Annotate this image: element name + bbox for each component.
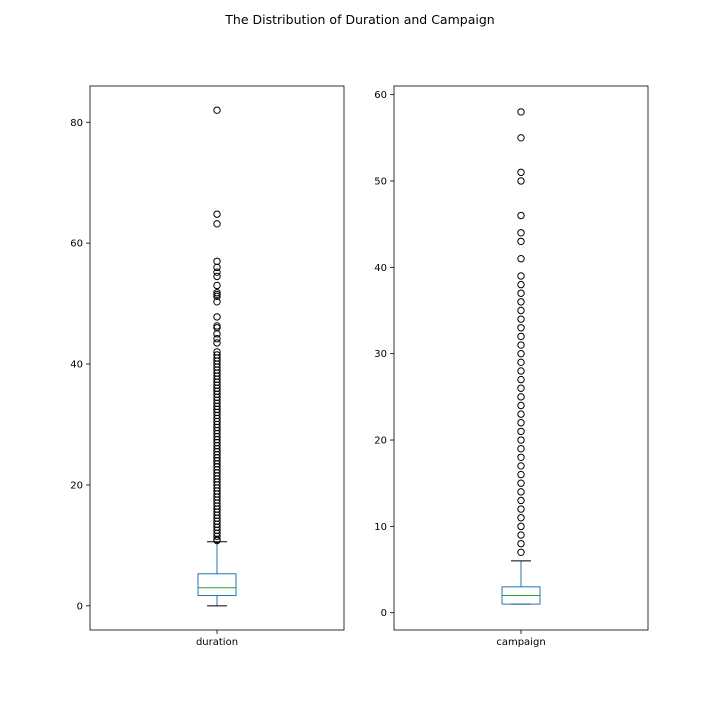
campaign-outlier-point <box>517 358 525 367</box>
campaign-outlier-point <box>517 462 525 470</box>
duration-outlier-point <box>213 298 221 306</box>
duration-ytick-label: 80 <box>70 118 83 129</box>
duration-ytick-label: 0 <box>77 601 83 612</box>
campaign-outlier-point <box>517 324 525 332</box>
duration-outlier-point <box>213 313 221 321</box>
campaign-outlier-point <box>517 479 525 487</box>
campaign-ytick-label: 40 <box>374 263 387 274</box>
campaign-outlier-point <box>517 375 525 384</box>
campaign-outlier-point <box>517 177 525 185</box>
campaign-outlier-point <box>517 401 525 410</box>
campaign-panel: 0 10 20 30 40 50 60 campaign <box>374 85 649 648</box>
campaign-outlier-point <box>517 332 525 341</box>
campaign-outlier-point <box>517 229 525 237</box>
duration-outlier-point <box>213 532 221 541</box>
campaign-outlier-point <box>517 410 525 418</box>
duration-outlier-point <box>213 339 221 347</box>
duration-xtick-label: duration <box>196 637 238 648</box>
campaign-outlier-point <box>517 315 525 323</box>
duration-outlier-point <box>213 330 221 338</box>
campaign-outlier-point <box>517 341 525 349</box>
campaign-axes-frame <box>393 85 649 631</box>
campaign-outlier-point <box>517 306 525 315</box>
campaign-outlier-point <box>517 134 525 142</box>
campaign-outlier-point <box>517 254 525 263</box>
duration-outlier-point <box>213 334 221 343</box>
duration-ytick-label: 20 <box>70 480 83 491</box>
campaign-outlier-point <box>517 393 525 401</box>
duration-outlier-point <box>213 257 221 265</box>
campaign-outlier-point <box>517 349 525 358</box>
duration-outlier-point <box>213 292 221 301</box>
campaign-outlier-point <box>517 427 525 436</box>
campaign-outlier-point <box>517 531 525 539</box>
campaign-ytick-label: 60 <box>374 90 387 101</box>
duration-outlier-point <box>213 268 221 276</box>
campaign-outlier-point <box>517 436 525 444</box>
campaign-ytick-label: 10 <box>374 522 387 533</box>
duration-ytick-label: 60 <box>70 239 83 250</box>
duration-box <box>197 573 237 597</box>
campaign-outlier-point <box>517 168 525 177</box>
campaign-outlier-point <box>517 419 525 427</box>
duration-outlier-point <box>213 220 221 228</box>
campaign-outlier-point <box>517 367 525 375</box>
campaign-ytick-label: 20 <box>374 436 387 447</box>
campaign-ytick-label: 50 <box>374 176 387 187</box>
duration-outlier-point <box>213 281 221 290</box>
campaign-outlier-point <box>517 289 525 297</box>
campaign-outlier-point <box>517 505 525 513</box>
duration-ytick-label: 40 <box>70 360 83 371</box>
duration-outlier-point <box>213 263 221 272</box>
campaign-outlier-point <box>517 470 525 479</box>
campaign-outlier-point <box>517 514 525 522</box>
campaign-outlier-point <box>517 272 525 280</box>
campaign-outlier-point <box>517 211 525 220</box>
campaign-outlier-point <box>517 548 525 556</box>
duration-outlier-point <box>213 106 221 114</box>
duration-panel: 0 20 40 60 80 duration <box>70 85 345 648</box>
chart-title: The Distribution of Duration and Campaig… <box>224 12 494 27</box>
campaign-outlier-point <box>517 522 525 531</box>
campaign-outlier-point <box>517 539 525 548</box>
campaign-outlier-point <box>517 488 525 496</box>
campaign-xtick-label: campaign <box>496 637 545 648</box>
campaign-ytick-label: 30 <box>374 349 387 360</box>
campaign-outlier-point <box>517 108 525 116</box>
campaign-outlier-point <box>517 444 525 453</box>
duration-outlier-point <box>213 272 221 281</box>
campaign-ytick-label: 0 <box>381 608 387 619</box>
campaign-outlier-point <box>517 280 525 289</box>
duration-outlier-point <box>213 210 221 218</box>
campaign-outlier-point <box>517 496 525 505</box>
campaign-outlier-point <box>517 453 525 462</box>
campaign-outlier-point <box>517 237 525 246</box>
duration-outlier-point <box>213 536 221 545</box>
campaign-outlier-point <box>517 298 525 306</box>
campaign-outlier-point <box>517 384 525 392</box>
